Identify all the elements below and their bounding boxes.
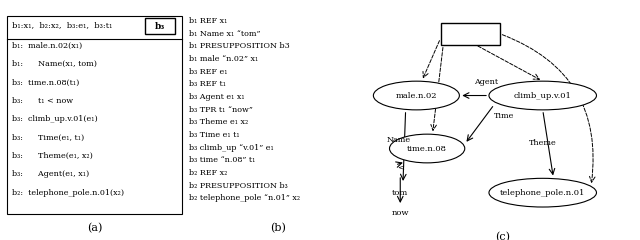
- Text: b₁ REF x₁: b₁ REF x₁: [189, 17, 227, 25]
- Text: b₁ male “n.02” x₁: b₁ male “n.02” x₁: [189, 55, 258, 63]
- Text: b₃: b₃: [155, 22, 165, 31]
- Text: Agent: Agent: [474, 78, 499, 86]
- Text: b₃:      t₁ < now: b₃: t₁ < now: [12, 97, 74, 105]
- Text: b₃:      Time(e₁, t₁): b₃: Time(e₁, t₁): [12, 133, 84, 141]
- Text: b₂ PRESUPPOSITION b₃: b₂ PRESUPPOSITION b₃: [189, 181, 287, 190]
- Text: b₂:  telephone_pole.n.01(x₂): b₂: telephone_pole.n.01(x₂): [12, 189, 124, 197]
- Text: (c): (c): [495, 232, 510, 240]
- Text: b₃:      Agent(e₁, x₁): b₃: Agent(e₁, x₁): [12, 170, 90, 178]
- Text: telephone_pole.n.01: telephone_pole.n.01: [500, 189, 586, 197]
- Ellipse shape: [489, 81, 596, 110]
- Text: (a): (a): [86, 223, 102, 233]
- Ellipse shape: [390, 134, 465, 163]
- Text: b₂ telephone_pole “n.01” x₂: b₂ telephone_pole “n.01” x₂: [189, 194, 300, 202]
- Text: b₃:  time.n.08(t₁): b₃: time.n.08(t₁): [12, 78, 80, 86]
- Text: b₁ Name x₁ “tom”: b₁ Name x₁ “tom”: [189, 30, 260, 38]
- Text: Time: Time: [494, 113, 515, 120]
- Text: b₃ REF e₁: b₃ REF e₁: [189, 68, 227, 76]
- Text: time.n.08: time.n.08: [407, 144, 447, 152]
- Text: Name: Name: [387, 136, 411, 144]
- Bar: [440, 23, 500, 45]
- Ellipse shape: [373, 81, 460, 110]
- Text: (b): (b): [271, 223, 286, 233]
- Text: b₃:  climb_up.v.01(e₁): b₃: climb_up.v.01(e₁): [12, 115, 98, 123]
- Text: b₃ Agent e₁ x₁: b₃ Agent e₁ x₁: [189, 93, 244, 101]
- Text: now: now: [392, 209, 409, 216]
- Text: b₁ PRESUPPOSITION b3: b₁ PRESUPPOSITION b3: [189, 42, 289, 50]
- Text: b₃ climb_up “v.01” e₁: b₃ climb_up “v.01” e₁: [189, 144, 273, 152]
- Text: <: <: [397, 164, 404, 172]
- Text: male.n.02: male.n.02: [396, 91, 437, 100]
- Text: b₁:      Name(x₁, tom): b₁: Name(x₁, tom): [12, 60, 97, 68]
- FancyBboxPatch shape: [7, 16, 182, 214]
- Text: b₂ REF x₂: b₂ REF x₂: [189, 169, 227, 177]
- FancyBboxPatch shape: [145, 18, 175, 34]
- Text: b₃ Theme e₁ x₂: b₃ Theme e₁ x₂: [189, 118, 248, 126]
- Text: b₃ TPR t₁ “now”: b₃ TPR t₁ “now”: [189, 106, 253, 114]
- Text: b₃ Time e₁ t₁: b₃ Time e₁ t₁: [189, 131, 239, 139]
- Ellipse shape: [489, 178, 596, 207]
- Text: b₃ time “n.08” t₁: b₃ time “n.08” t₁: [189, 156, 255, 164]
- Text: climb_up.v.01: climb_up.v.01: [514, 91, 572, 100]
- Text: b₁:x₁,  b₂:x₂,  b₃:e₁,  b₃:t₁: b₁:x₁, b₂:x₂, b₃:e₁, b₃:t₁: [12, 21, 113, 29]
- Text: b₃ REF t₁: b₃ REF t₁: [189, 80, 226, 88]
- Text: b₃:      Theme(e₁, x₂): b₃: Theme(e₁, x₂): [12, 152, 93, 160]
- Text: b₁:  male.n.02(x₁): b₁: male.n.02(x₁): [12, 42, 83, 50]
- Text: tom: tom: [392, 189, 408, 197]
- Text: Theme: Theme: [529, 139, 557, 147]
